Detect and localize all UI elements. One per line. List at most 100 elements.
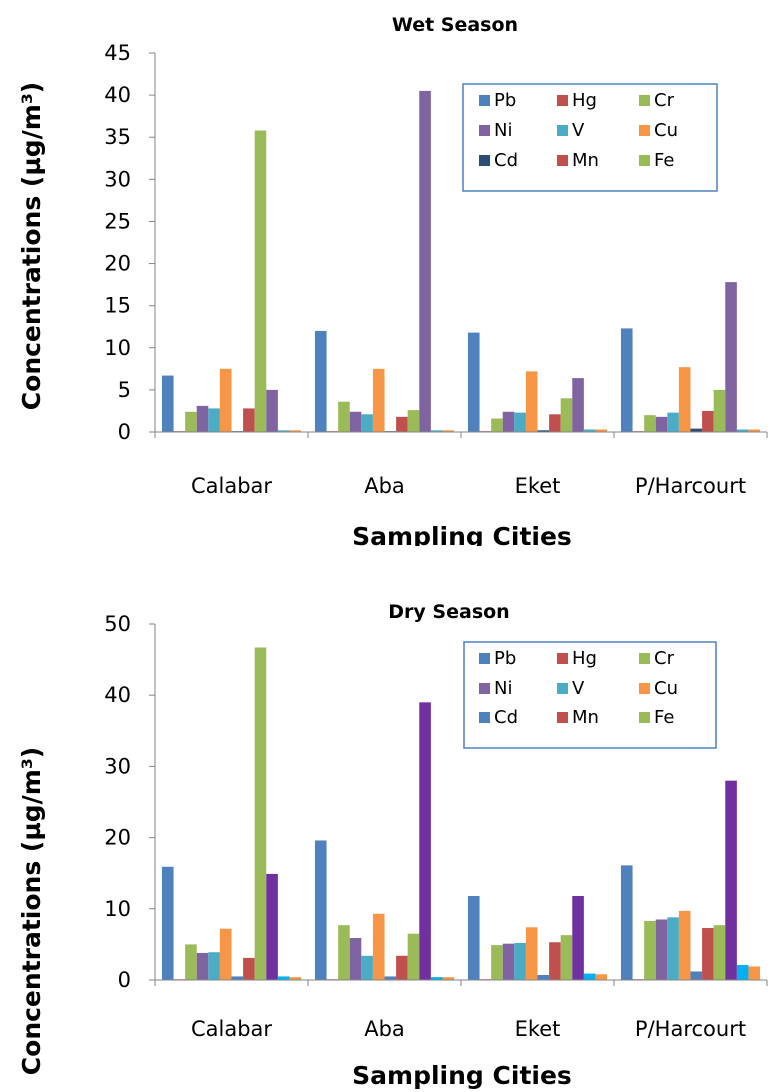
bar-ni-calabar — [196, 952, 209, 980]
legend-swatch-cr — [639, 653, 650, 664]
legend-swatch-pb — [479, 653, 490, 664]
bar-series-12-eket — [595, 974, 608, 980]
bar-series-12-pharcourt — [748, 429, 761, 432]
bar-series-11-calabar — [277, 430, 290, 432]
legend-label-cd: Cd — [494, 150, 518, 171]
axes-group: 0 10 20 30 40 50 Calabar Aba Eket P/Harcourt — [104, 612, 768, 1041]
legend-swatch-cr — [639, 95, 650, 106]
y-tick-label: 25 — [104, 209, 131, 233]
legend-swatch-fe — [639, 155, 650, 166]
bar-v-eket — [514, 942, 526, 980]
x-tick-label: Aba — [364, 1017, 405, 1041]
legend-swatch-pb — [479, 95, 490, 106]
y-tick-label: 0 — [118, 420, 131, 444]
legend-swatch-fe — [639, 712, 650, 723]
x-tick-label: Aba — [364, 474, 405, 498]
bar-mn-calabar — [243, 408, 255, 432]
legend-swatch-v — [557, 125, 568, 136]
bar-fe-calabar — [254, 647, 267, 980]
legend-box — [462, 83, 718, 192]
y-tick-label: 15 — [104, 294, 131, 318]
bar-pb-pharcourt — [620, 865, 633, 980]
bar-pb-aba — [314, 840, 327, 980]
bar-series-12-aba — [442, 430, 455, 432]
y-tick-label: 30 — [104, 754, 131, 778]
bar-ni-pharcourt — [655, 416, 668, 432]
legend-label-ni: Ni — [494, 120, 512, 141]
bar-cd-pharcourt — [690, 971, 703, 980]
bar-mn-aba — [396, 416, 408, 432]
bar-cr-pharcourt — [644, 415, 656, 432]
bar-fe-eket — [560, 935, 573, 980]
legend-label-cd: Cd — [494, 707, 518, 728]
legend-swatch-hg — [557, 95, 568, 106]
y-tick-label: 5 — [118, 378, 131, 402]
x-axis-title: Sampling Cities — [352, 522, 572, 546]
bar-fe-calabar — [254, 130, 267, 433]
bar-cu-aba — [372, 368, 385, 432]
legend-swatch-cu — [639, 125, 650, 136]
bar-ni-eket — [502, 411, 515, 432]
bar-series-11-calabar — [277, 976, 290, 980]
bar-cd-calabar — [231, 976, 244, 980]
bar-series-11-aba — [430, 977, 443, 980]
bar-pb-pharcourt — [620, 328, 633, 432]
chart-title: Dry Season — [388, 601, 509, 623]
legend: Pb Hg Cr Ni V Cu Cd Mn Fe — [462, 83, 718, 192]
wet-season-chart: Wet Season Concentrations (µg/m³) Sampli… — [17, 14, 768, 546]
bar-pb-aba — [314, 330, 327, 432]
bar-series-11-pharcourt — [736, 965, 749, 980]
legend-label-mn: Mn — [572, 150, 599, 171]
bar-series-10-aba — [419, 90, 431, 433]
legend-swatch-mn — [557, 155, 568, 166]
bar-ni-calabar — [196, 405, 209, 432]
bar-ni-eket — [502, 943, 515, 980]
dry-season-chart: Dry Season Concentrations (µg/m³) Sampli… — [0, 546, 771, 1092]
x-tick-label: Calabar — [191, 474, 272, 498]
bar-cr-aba — [338, 925, 350, 980]
bar-fe-pharcourt — [713, 925, 726, 980]
y-tick-label: 0 — [118, 968, 131, 992]
legend-label-hg: Hg — [572, 90, 597, 111]
y-tick-label: 20 — [104, 252, 131, 276]
y-tick-label: 40 — [104, 683, 131, 707]
bar-mn-pharcourt — [702, 928, 714, 980]
axes-group: 0 5 10 15 20 25 30 35 40 45 Calabar Aba Eket P/Harcou… — [104, 41, 768, 498]
bar-cr-eket — [491, 418, 503, 432]
legend-swatch-v — [557, 683, 568, 694]
bar-v-calabar — [208, 952, 220, 980]
chart-title: Wet Season — [392, 14, 518, 36]
legend-label-cr: Cr — [654, 648, 675, 669]
bar-series-12-pharcourt — [748, 966, 761, 980]
bar-series-10-eket — [572, 895, 584, 980]
bar-fe-eket — [560, 398, 573, 432]
y-axis-title: Concentrations (µg/m³) — [17, 82, 46, 410]
legend-label-fe: Fe — [654, 707, 674, 728]
bar-ni-aba — [349, 937, 362, 980]
x-tick-label: Eket — [515, 474, 561, 498]
x-tick-label: Calabar — [191, 1017, 272, 1041]
bar-pb-eket — [467, 895, 480, 980]
bar-v-aba — [361, 414, 373, 432]
bar-ni-aba — [349, 411, 362, 432]
bar-v-aba — [361, 955, 373, 980]
wet-season-chart-svg: Wet Season Concentrations (µg/m³) Sampli… — [17, 14, 768, 546]
legend-label-cu: Cu — [654, 120, 678, 141]
y-axis-title: Concentrations (µg/m³) — [17, 747, 46, 1075]
legend-swatch-hg — [557, 653, 568, 664]
legend-swatch-ni — [479, 125, 490, 136]
bar-series-group — [161, 647, 761, 980]
y-tick-label: 45 — [104, 41, 131, 65]
bar-cu-calabar — [219, 928, 232, 980]
bar-cd-aba — [384, 976, 397, 980]
bar-v-calabar — [208, 408, 220, 432]
y-tick-label: 50 — [104, 612, 131, 636]
legend-label-v: V — [572, 678, 585, 699]
bar-fe-aba — [407, 933, 420, 980]
legend-label-pb: Pb — [494, 90, 516, 111]
x-tick-label: P/Harcourt — [635, 474, 746, 498]
bar-series-12-calabar — [289, 430, 302, 432]
bar-cu-eket — [525, 371, 538, 432]
bar-series-11-pharcourt — [736, 429, 749, 432]
y-tick-label: 35 — [104, 125, 131, 149]
